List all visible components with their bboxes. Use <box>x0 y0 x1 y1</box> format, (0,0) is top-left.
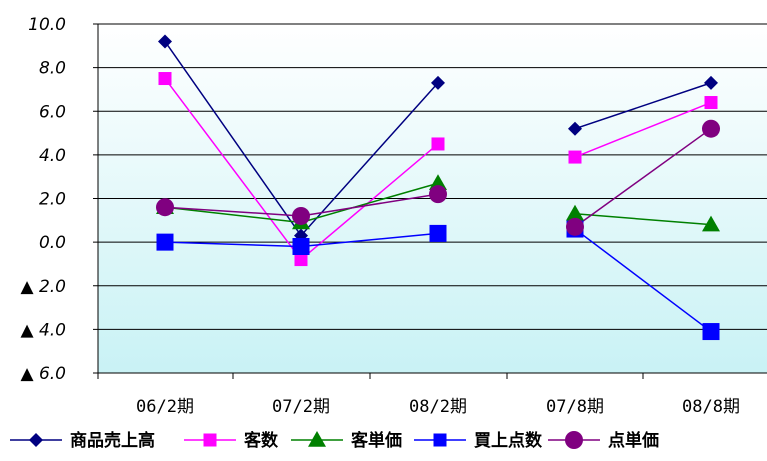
y-tick-label-5: 0.0 <box>39 233 66 253</box>
x-tick-label-4: 08/8期 <box>682 397 740 417</box>
series-3-point-0 <box>156 233 174 251</box>
series-0-point-2 <box>431 75 445 90</box>
axes <box>93 23 767 379</box>
legend-marker-0 <box>29 433 43 447</box>
legend-entry-4: 点単価 <box>548 430 659 451</box>
x-tick-label-2: 08/2期 <box>409 397 467 417</box>
series-4-line-segment-1 <box>574 128 712 228</box>
y-tick-label-7: ▲ 4.0 <box>20 320 66 340</box>
legend-marker-3 <box>433 433 447 447</box>
legend-label-2: 客単価 <box>350 430 402 451</box>
legend-label-4: 点単価 <box>608 430 659 451</box>
series-markers <box>156 34 720 341</box>
y-tick-label-4: 2.0 <box>39 190 66 210</box>
x-tick-label-0: 06/2期 <box>136 397 194 417</box>
series-2-point-2 <box>429 174 447 190</box>
series-3-point-2 <box>429 224 447 242</box>
y-tick-label-8: ▲ 6.0 <box>20 364 66 384</box>
y-tick-label-3: 4.0 <box>39 146 66 166</box>
y-tick-label-0: 10.0 <box>28 15 66 35</box>
x-tick-label-3: 07/8期 <box>546 397 604 417</box>
series-4-point-0 <box>156 198 174 217</box>
legend-label-3: 買上点数 <box>474 430 543 451</box>
series-2-point-4 <box>702 215 720 232</box>
legend-entry-0: 商品売上高 <box>10 430 155 451</box>
series-2-point-3 <box>566 204 584 221</box>
series-3-point-4 <box>702 323 720 341</box>
x-tick-label-1: 07/2期 <box>272 397 330 417</box>
legend-entry-3: 買上点数 <box>414 430 543 451</box>
series-0-line-segment-1 <box>574 82 712 130</box>
legend-marker-2 <box>308 431 326 447</box>
y-axis-tick-labels: 10.0 8.0 6.0 4.0 2.0 0.0 ▲ 2.0 ▲ 4.0 ▲ 6.0 <box>20 15 66 384</box>
legend-label-1: 客数 <box>243 430 279 451</box>
series-3-point-1 <box>292 237 310 255</box>
series-4-point-4 <box>702 119 720 138</box>
series-1-point-1 <box>294 253 308 267</box>
series-4-point-3 <box>566 217 584 236</box>
legend-marker-4 <box>565 431 583 449</box>
y-tick-label-1: 8.0 <box>39 59 66 79</box>
series-1-line-segment-1 <box>574 101 712 158</box>
series-4-point-2 <box>429 185 447 204</box>
series-1-point-2 <box>431 137 445 151</box>
series-3-line-segment-1 <box>574 228 712 333</box>
series-1-point-0 <box>158 72 172 86</box>
legend-entry-1: 客数 <box>184 430 279 451</box>
series-0-point-4 <box>704 75 718 90</box>
y-tick-label-6: ▲ 2.0 <box>20 277 66 297</box>
series-0-point-0 <box>158 34 172 49</box>
series-1-point-4 <box>704 96 718 110</box>
series-4-point-1 <box>292 206 310 225</box>
series-0-point-3 <box>568 121 582 136</box>
legend-entry-2: 客単価 <box>291 430 402 451</box>
legend-label-0: 商品売上高 <box>70 430 155 451</box>
legend-marker-1 <box>203 433 217 447</box>
y-tick-label-2: 6.0 <box>39 102 66 122</box>
x-axis-tick-labels: 06/2期 07/2期 08/2期 07/8期 08/8期 <box>136 397 740 417</box>
legend: 商品売上高 客数 客単価 買上点数 点単価 <box>10 430 659 451</box>
series-2-line-segment-1 <box>574 213 712 226</box>
series-1-point-3 <box>568 150 582 164</box>
